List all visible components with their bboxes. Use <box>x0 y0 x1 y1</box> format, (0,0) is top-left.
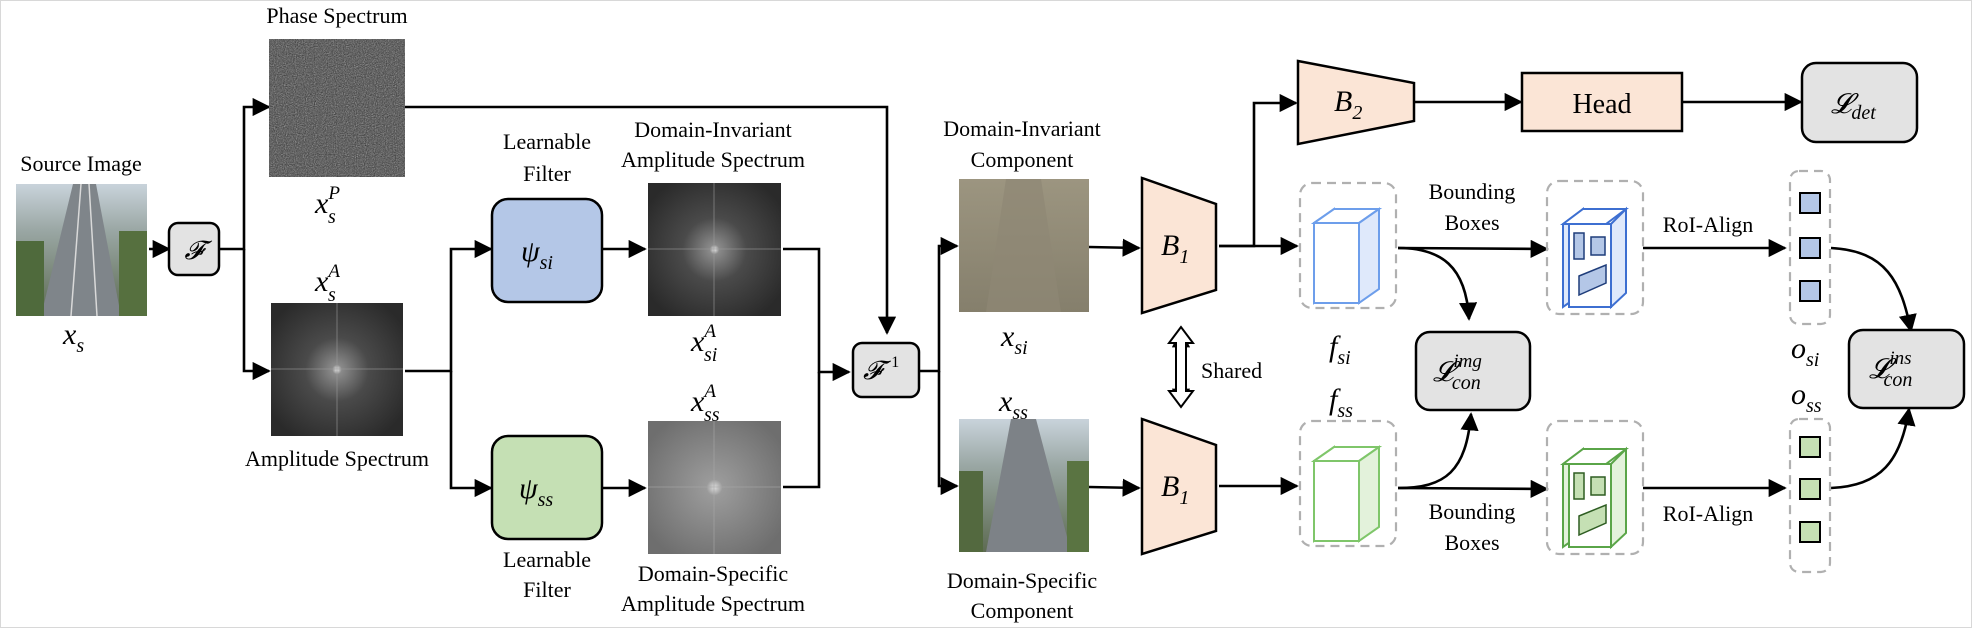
oss-label: oss <box>1791 378 1822 417</box>
roi-align-top-label: RoI-Align <box>1663 212 1753 237</box>
learnable-filter-top-label-2: Filter <box>523 161 571 186</box>
shared-double-arrow <box>1167 325 1195 409</box>
backbone-b2: B2 <box>1296 59 1416 146</box>
xsA-label: xA s <box>314 261 340 306</box>
fourier-transform-block: 𝓕 <box>167 221 221 277</box>
learnable-filter-bottom: ψss Learnable Filter <box>490 434 604 602</box>
inverse-fourier-block: 𝓕−1 <box>851 341 921 399</box>
learnable-filter-top: Learnable Filter ψsi <box>490 129 604 304</box>
fsi-label: fsi <box>1329 330 1351 369</box>
roi-align-bottom-label: RoI-Align <box>1663 501 1753 526</box>
b2-label: B2 <box>1334 85 1362 124</box>
di-component-block: Domain-Invariant Component xsi <box>943 116 1101 359</box>
instance-features-ss <box>1788 417 1832 574</box>
ds-amp-label-1: Domain-Specific <box>638 561 789 586</box>
head-label: Head <box>1572 89 1631 120</box>
osi-label: osi <box>1791 332 1819 371</box>
xss-label: xss <box>998 385 1028 424</box>
learnable-filter-top-label-1: Learnable <box>503 129 591 154</box>
xsi-label: xsi <box>1000 320 1028 359</box>
ds-comp-label-2: Component <box>971 598 1074 623</box>
xsiA-label: xA si <box>690 321 717 366</box>
loss-ins-label: 𝓛ins con <box>1869 348 1912 391</box>
feature-map-ss <box>1298 419 1398 548</box>
xssA-label: xA ss <box>690 381 720 426</box>
b1-top-label: B1 <box>1161 229 1189 268</box>
ds-component-image <box>959 419 1089 552</box>
di-comp-label-2: Component <box>971 147 1074 172</box>
bbox-bottom-label-1: Bounding <box>1429 499 1516 524</box>
psi-si-label: ψsi <box>521 235 553 274</box>
source-image-label: Source Image <box>20 151 142 176</box>
learnable-filter-bottom-label-1: Learnable <box>503 547 591 572</box>
shared-label: Shared <box>1201 358 1262 383</box>
backbone-b1-bottom: B1 <box>1140 417 1218 556</box>
ds-amp-label-2: Amplitude Spectrum <box>621 591 805 616</box>
instance-features-si <box>1788 169 1832 326</box>
b1-bottom-label: B1 <box>1161 470 1189 509</box>
amplitude-spectrum-block: xA s Amplitude Spectrum <box>245 261 429 471</box>
feature-map-si <box>1298 181 1398 310</box>
di-amp-label-2: Amplitude Spectrum <box>621 147 805 172</box>
amplitude-spectrum-label: Amplitude Spectrum <box>245 446 429 471</box>
head-block: Head <box>1520 71 1684 133</box>
bbox-feature-si <box>1545 179 1645 316</box>
learnable-filter-bottom-label-2: Filter <box>523 577 571 602</box>
bbox-top-label-2: Boxes <box>1445 210 1500 235</box>
source-image-thumbnail <box>16 183 147 317</box>
loss-img-label: 𝓛img con <box>1433 351 1482 394</box>
bbox-top-label-1: Bounding <box>1429 179 1516 204</box>
bbox-bottom-label-2: Boxes <box>1445 530 1500 555</box>
phase-spectrum-label: Phase Spectrum <box>266 3 407 28</box>
di-amplitude-block: Domain-Invariant Amplitude Spectrum xA si <box>621 117 805 366</box>
ds-comp-label-1: Domain-Specific <box>947 568 1098 593</box>
fss-label: fss <box>1329 383 1353 422</box>
phase-spectrum-block: Phase Spectrum xP s <box>266 3 407 228</box>
source-image-block: Source Image xs <box>16 151 147 357</box>
loss-det-label: 𝓛det <box>1831 89 1876 124</box>
loss-ins-block: 𝓛ins con <box>1847 328 1966 410</box>
di-amp-label-1: Domain-Invariant <box>634 117 792 142</box>
xsP-label: xP s <box>314 183 340 228</box>
psi-ss-label: ψss <box>519 472 553 511</box>
di-comp-label-1: Domain-Invariant <box>943 116 1101 141</box>
bbox-feature-ss <box>1545 419 1645 556</box>
ds-component-block: xss Domain-Specific Component <box>947 385 1098 623</box>
connectors <box>149 92 1917 498</box>
loss-img-block: 𝓛img con <box>1414 330 1532 412</box>
xs-label: xs <box>62 318 84 357</box>
ds-amplitude-block: xA ss Domain-Specific Amplitude Spectrum <box>621 381 805 616</box>
backbone-b1-top: B1 <box>1140 176 1218 315</box>
loss-det-block: 𝓛det <box>1800 61 1919 144</box>
